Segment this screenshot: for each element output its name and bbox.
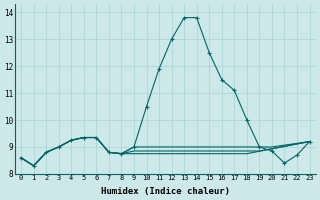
X-axis label: Humidex (Indice chaleur): Humidex (Indice chaleur) <box>101 187 230 196</box>
